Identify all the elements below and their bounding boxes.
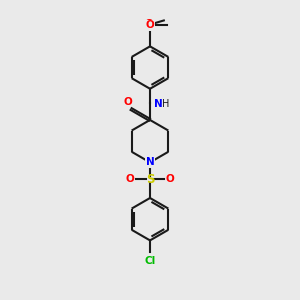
Text: S: S bbox=[146, 173, 154, 186]
Text: O: O bbox=[126, 174, 134, 184]
Text: N: N bbox=[146, 158, 154, 167]
Text: O: O bbox=[166, 174, 174, 184]
Text: H: H bbox=[162, 99, 170, 109]
Text: Cl: Cl bbox=[144, 256, 156, 266]
Text: O: O bbox=[144, 19, 153, 29]
Text: O: O bbox=[146, 20, 154, 30]
Text: N: N bbox=[154, 99, 162, 109]
Text: O: O bbox=[124, 97, 133, 107]
